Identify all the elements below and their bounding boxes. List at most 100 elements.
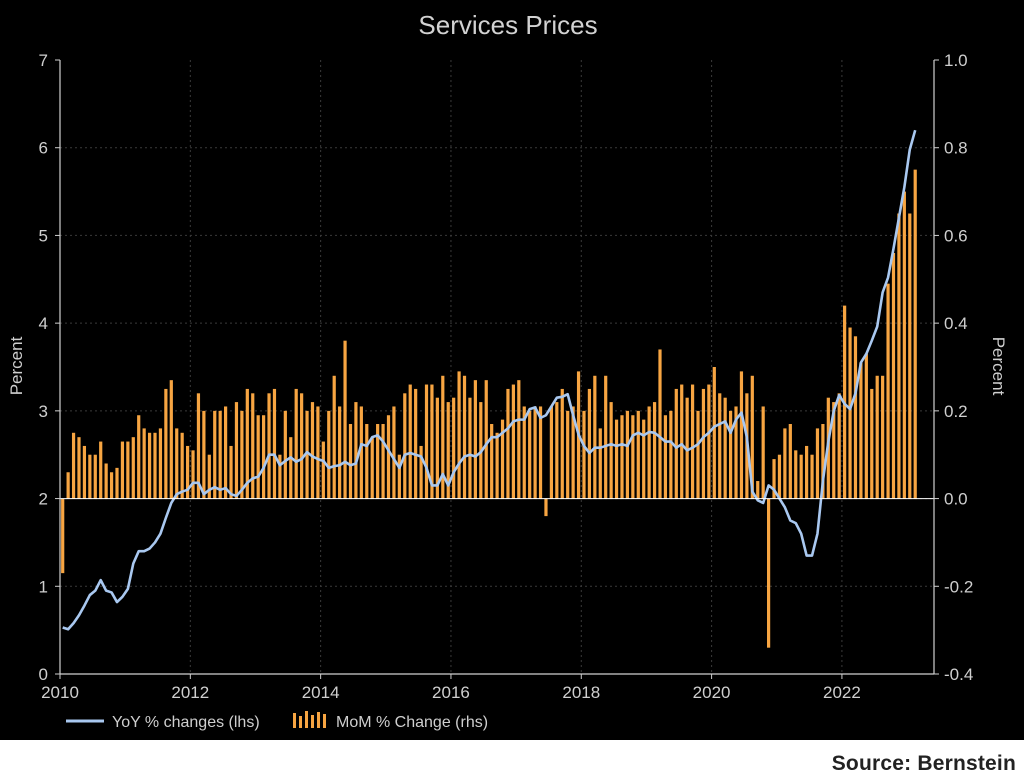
- mom-bar: [109, 472, 114, 499]
- x-tick-label: 2010: [41, 683, 79, 702]
- mom-bar: [202, 410, 206, 499]
- mom-bar: [218, 410, 222, 499]
- mom-bar: [397, 454, 401, 499]
- right-tick-label: 0.2: [944, 402, 968, 421]
- mom-bar: [821, 424, 825, 499]
- mom-bar: [93, 454, 97, 499]
- mom-bar: [598, 428, 602, 499]
- yoy-line-series: [62, 129, 917, 631]
- mom-bar: [886, 283, 890, 499]
- mom-bar: [870, 388, 874, 499]
- mom-bar: [544, 498, 548, 517]
- mom-bar: [66, 472, 70, 499]
- mom-bar: [718, 393, 722, 499]
- mom-bar: [262, 415, 266, 499]
- left-axis-label: Percent: [7, 336, 26, 395]
- mom-bar: [185, 445, 190, 499]
- mom-bar: [115, 467, 119, 499]
- mom-bar: [805, 445, 809, 499]
- mom-bar: [88, 454, 92, 499]
- mom-bar: [582, 410, 586, 499]
- chart-panel: Services Prices 0 1 2 3 4 5 6 7 -0.4 -0.2 0.0 0.2 0.…: [0, 0, 1024, 740]
- mom-bar: [147, 432, 152, 499]
- mom-bar: [61, 498, 65, 574]
- mom-bar: [267, 393, 271, 499]
- mom-bar: [506, 388, 510, 499]
- mom-bar: [245, 388, 249, 499]
- mom-bar: [761, 406, 765, 499]
- mom-bar: [310, 402, 315, 499]
- mom-bar: [832, 402, 836, 499]
- mom-bar: [908, 213, 912, 499]
- mom-bar: [728, 410, 733, 499]
- left-tick-label: 2: [39, 490, 48, 509]
- mom-bar: [77, 437, 81, 499]
- mom-bar: [305, 410, 309, 499]
- mom-bar: [272, 388, 277, 499]
- mom-bar: [354, 402, 358, 499]
- mom-bar: [891, 252, 896, 499]
- mom-bar: [723, 397, 727, 499]
- mom-bar: [897, 213, 901, 499]
- x-tick-label: 2016: [432, 683, 470, 702]
- mom-bar: [348, 424, 353, 499]
- source-note: Source: Bernstein: [831, 752, 1016, 775]
- mom-bar: [343, 340, 347, 499]
- mom-bar: [788, 424, 792, 499]
- mom-bar: [799, 454, 803, 499]
- right-tick-label: 0.8: [944, 139, 968, 158]
- mom-bar: [680, 384, 684, 499]
- mom-bar: [848, 327, 852, 499]
- mom-bar: [175, 428, 179, 499]
- left-tick-label: 3: [39, 402, 48, 421]
- mom-bar: [669, 410, 673, 499]
- mom-bar: [739, 371, 744, 499]
- mom-bar: [767, 498, 771, 648]
- mom-bar: [685, 397, 689, 499]
- mom-bar: [490, 424, 494, 499]
- left-tick-label: 0: [39, 665, 48, 684]
- mom-bar: [240, 410, 244, 499]
- mom-bar: [283, 410, 287, 499]
- mom-bar: [636, 410, 640, 499]
- mom-bar: [587, 388, 592, 499]
- mom-bar: [414, 388, 418, 499]
- mom-bar: [647, 406, 651, 499]
- mom-bar: [473, 380, 477, 499]
- mom-bar: [549, 406, 553, 499]
- mom-bar: [234, 402, 239, 499]
- mom-bar: [169, 380, 173, 499]
- mom-bar: [614, 419, 619, 499]
- x-tick-label: 2014: [302, 683, 340, 702]
- mom-bar: [376, 424, 380, 499]
- mom-bar: [533, 406, 537, 499]
- mom-bar: [734, 406, 738, 499]
- mom-bar: [495, 432, 499, 499]
- mom-bar: [566, 410, 570, 499]
- left-tick-label: 1: [39, 577, 48, 596]
- mom-bar: [408, 384, 412, 499]
- right-tick-label: -0.4: [944, 665, 973, 684]
- mom-bar: [772, 459, 776, 499]
- mom-bar: [859, 362, 863, 499]
- mom-bar: [207, 454, 211, 499]
- left-tick-label: 7: [39, 51, 48, 70]
- right-tick-label: 0.0: [944, 490, 968, 509]
- mom-bar: [462, 375, 467, 499]
- mom-bar: [528, 410, 532, 499]
- mom-bar: [158, 428, 163, 499]
- right-tick-label: -0.2: [944, 577, 973, 596]
- right-axis-label: Percent: [989, 337, 1008, 396]
- mom-bar: [321, 441, 325, 499]
- right-tick-label: 0.4: [944, 314, 968, 333]
- mom-bar: [750, 375, 754, 499]
- mom-bar: [338, 406, 342, 499]
- mom-bar: [180, 432, 184, 499]
- grid-lines: [60, 60, 934, 674]
- left-tick-label: 5: [39, 226, 48, 245]
- mom-bar: [652, 402, 657, 499]
- mom-bar: [783, 428, 787, 499]
- mom-bar: [435, 397, 439, 499]
- mom-bar: [332, 375, 336, 499]
- axes: 0 1 2 3 4 5 6 7 -0.4 -0.2 0.0 0.2 0.4 0.6 0.8 1.0 2010 20…: [39, 51, 974, 702]
